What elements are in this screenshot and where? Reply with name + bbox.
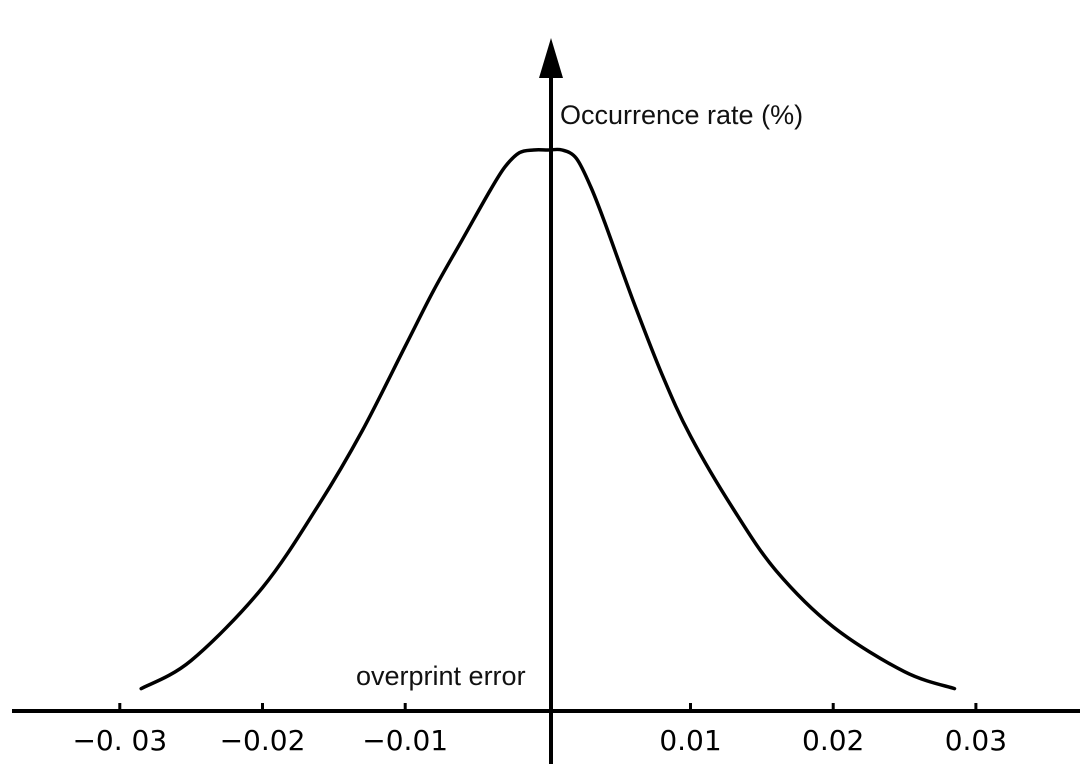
x-tick-label: 0.01: [659, 724, 721, 757]
distribution-curve: [139, 147, 957, 691]
x-axis-label: overprint error: [356, 661, 526, 691]
x-tick-label: 0.03: [945, 724, 1007, 757]
x-tick-label: −0. 03: [72, 724, 167, 757]
x-tick-label: −0.02: [220, 724, 306, 757]
y-axis-arrowhead: [539, 38, 563, 78]
ticks-layer: [118, 703, 978, 711]
x-tick-label: 0.02: [802, 724, 864, 757]
curve-layer: [139, 147, 957, 691]
x-tick-label: −0.01: [362, 724, 448, 757]
tick-labels-layer: −0. 03 −0.02 −0.01 0.01 0.02 0.03: [72, 724, 1007, 757]
y-axis-label: Occurrence rate (%): [560, 100, 803, 130]
